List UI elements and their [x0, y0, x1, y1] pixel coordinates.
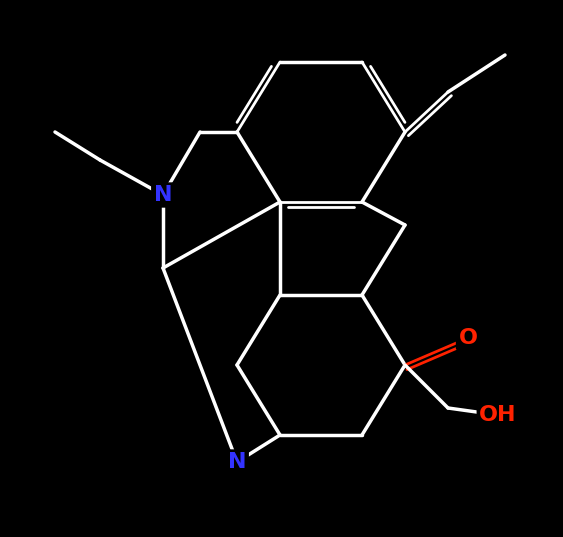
Text: O: O [458, 328, 477, 348]
Text: OH: OH [479, 405, 517, 425]
Text: N: N [154, 185, 172, 205]
Text: N: N [228, 452, 246, 472]
